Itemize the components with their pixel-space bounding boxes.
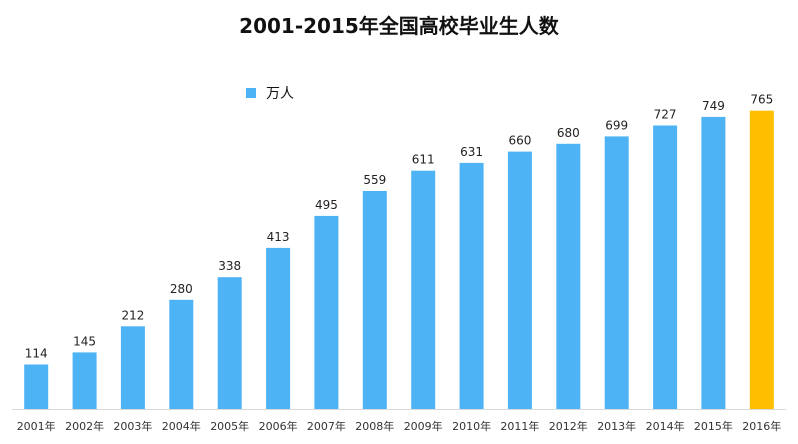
x-tick-label: 2015年 [694, 419, 733, 433]
x-tick-label: 2006年 [259, 419, 298, 433]
bar [217, 277, 242, 409]
data-label: 114 [25, 347, 48, 361]
bar [266, 247, 291, 409]
x-tick-label: 2016年 [742, 419, 781, 433]
data-label: 559 [363, 173, 386, 187]
x-tick-label: 2001年 [17, 419, 56, 433]
legend-label: 万人 [266, 86, 294, 102]
data-label: 680 [557, 126, 580, 140]
x-tick-label: 2008年 [355, 419, 394, 433]
data-label: 631 [460, 145, 483, 159]
bar [507, 151, 532, 409]
x-tick-label: 2007年 [307, 419, 346, 433]
data-label: 765 [750, 93, 773, 107]
x-tick-label: 2003年 [113, 419, 152, 433]
bar [120, 326, 145, 409]
x-tick-label: 2009年 [404, 419, 443, 433]
data-label: 280 [170, 282, 193, 296]
legend: 万人 [246, 83, 294, 103]
x-tick-label: 2014年 [646, 419, 685, 433]
data-label: 660 [508, 134, 531, 148]
bar [604, 136, 629, 409]
data-label: 338 [218, 259, 241, 273]
x-tick-label: 2012年 [549, 419, 588, 433]
bar [701, 116, 726, 410]
bar [362, 191, 387, 409]
bar [314, 215, 339, 409]
data-label: 212 [121, 308, 144, 322]
bar [411, 170, 436, 409]
data-label: 413 [267, 230, 290, 244]
legend-swatch [246, 88, 256, 98]
bar [24, 364, 49, 409]
data-label: 495 [315, 198, 338, 212]
x-tick-label: 2011年 [500, 419, 539, 433]
data-label: 145 [73, 334, 96, 348]
data-label: 749 [702, 99, 725, 113]
chart-title: 2001-2015年全国高校毕业生人数 [239, 14, 559, 38]
x-tick-label: 2013年 [597, 419, 636, 433]
bar [749, 110, 774, 409]
x-tick-label: 2002年 [65, 419, 104, 433]
x-tick-label: 2004年 [162, 419, 201, 433]
data-label: 611 [412, 153, 435, 167]
bar [459, 162, 484, 409]
bar [556, 143, 581, 410]
bar [72, 352, 97, 409]
bar [169, 299, 194, 409]
data-label: 699 [605, 118, 628, 132]
x-tick-label: 2005年 [210, 419, 249, 433]
bar [653, 125, 678, 409]
x-tick-label: 2010年 [452, 419, 491, 433]
data-label: 727 [654, 108, 677, 122]
